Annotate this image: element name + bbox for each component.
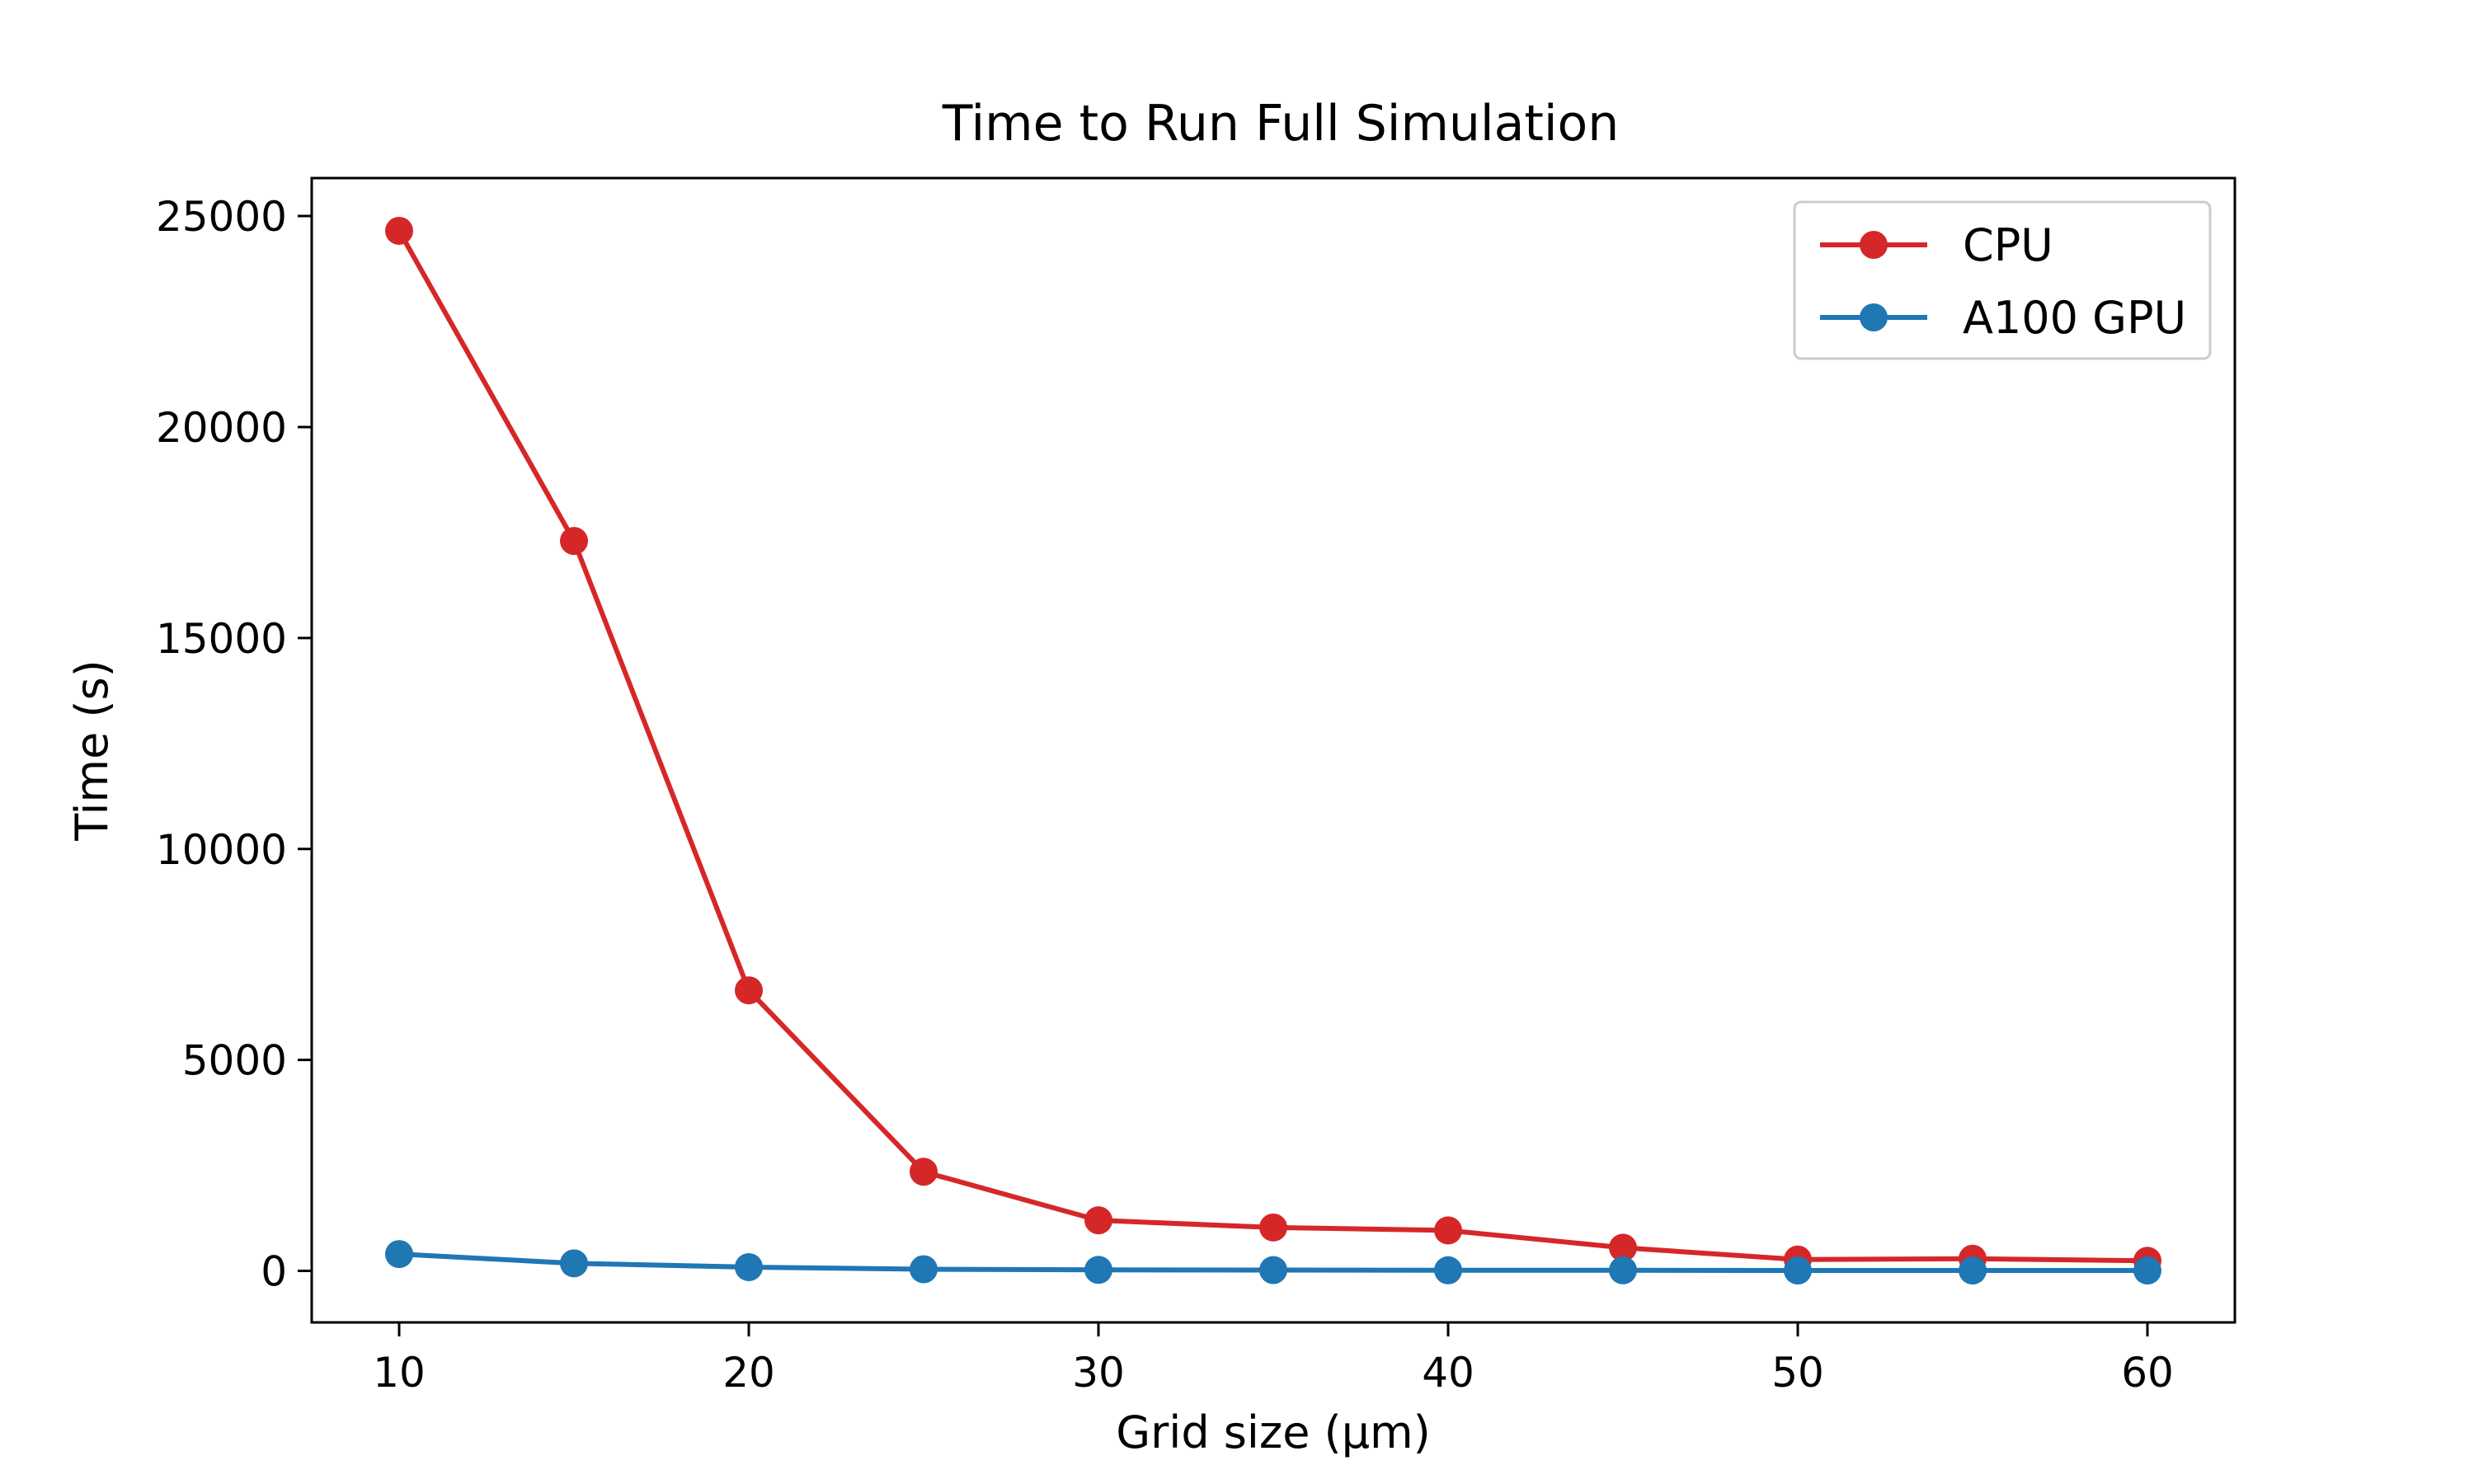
data-point [560,527,588,556]
data-point [2133,1256,2161,1285]
data-point [1259,1256,1287,1284]
x-tick-label: 40 [1422,1349,1475,1397]
legend: CPU A100 GPU [1793,200,2212,360]
x-tick-label: 20 [722,1349,775,1397]
x-tick-label: 10 [373,1349,426,1397]
data-point [385,216,413,245]
plot-frame [310,176,2236,1324]
data-point [910,1158,938,1186]
x-axis: 10 20 30 40 50 60 [373,1322,2174,1397]
y-tick-label: 20000 [156,404,287,452]
data-point [735,976,763,1005]
data-point [1609,1233,1637,1262]
y-axis: 0 5000 10000 15000 20000 25000 [156,193,312,1296]
data-point [1084,1256,1112,1284]
y-tick-label: 5000 [182,1037,287,1085]
y-tick-label: 15000 [156,615,287,663]
data-point [560,1249,588,1278]
data-point [1784,1256,1812,1285]
legend-marker [1860,231,1888,259]
x-tick-label: 60 [2121,1349,2174,1397]
y-tick-label: 25000 [156,193,287,241]
series-layer [385,216,2161,1285]
legend-marker [1860,303,1888,331]
legend-label: CPU [1963,219,2053,271]
x-axis-label: Grid size (μm) [1116,1407,1430,1458]
series-1 [385,1240,2161,1285]
y-axis-label: Time (s) [66,660,118,842]
x-tick-label: 50 [1771,1349,1824,1397]
legend-label: A100 GPU [1963,292,2186,344]
data-point [1609,1256,1637,1284]
y-tick-label: 10000 [156,826,287,874]
chart-title: Time to Run Full Simulation [942,95,1620,153]
x-tick-label: 30 [1072,1349,1125,1397]
data-point [735,1252,763,1281]
y-tick-label: 0 [261,1248,287,1296]
data-point [910,1255,938,1284]
data-point [1434,1216,1462,1245]
data-point [1434,1256,1462,1284]
data-point [1084,1206,1112,1235]
data-point [385,1240,413,1269]
data-point [1959,1256,1987,1285]
data-point [1259,1213,1287,1242]
